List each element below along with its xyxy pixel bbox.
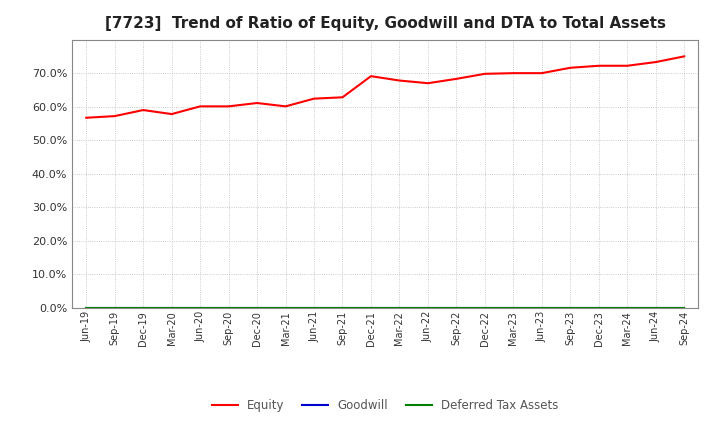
Goodwill: [623, 305, 631, 311]
Goodwill: [680, 305, 688, 311]
Deferred Tax Assets: [310, 305, 318, 311]
Equity: [196, 104, 204, 109]
Goodwill: [167, 305, 176, 311]
Deferred Tax Assets: [338, 305, 347, 311]
Equity: [82, 115, 91, 121]
Equity: [509, 70, 518, 76]
Goodwill: [282, 305, 290, 311]
Equity: [537, 70, 546, 76]
Equity: [310, 96, 318, 101]
Equity: [225, 104, 233, 109]
Equity: [452, 76, 461, 81]
Deferred Tax Assets: [509, 305, 518, 311]
Equity: [395, 78, 404, 83]
Goodwill: [82, 305, 91, 311]
Goodwill: [395, 305, 404, 311]
Equity: [110, 114, 119, 119]
Equity: [338, 95, 347, 100]
Deferred Tax Assets: [623, 305, 631, 311]
Deferred Tax Assets: [452, 305, 461, 311]
Deferred Tax Assets: [680, 305, 688, 311]
Equity: [623, 63, 631, 68]
Deferred Tax Assets: [423, 305, 432, 311]
Deferred Tax Assets: [82, 305, 91, 311]
Deferred Tax Assets: [480, 305, 489, 311]
Equity: [652, 59, 660, 65]
Goodwill: [652, 305, 660, 311]
Equity: [139, 107, 148, 113]
Goodwill: [509, 305, 518, 311]
Deferred Tax Assets: [282, 305, 290, 311]
Equity: [366, 73, 375, 79]
Equity: [253, 100, 261, 106]
Equity: [480, 71, 489, 77]
Line: Equity: Equity: [86, 56, 684, 118]
Goodwill: [452, 305, 461, 311]
Deferred Tax Assets: [139, 305, 148, 311]
Deferred Tax Assets: [395, 305, 404, 311]
Deferred Tax Assets: [110, 305, 119, 311]
Goodwill: [537, 305, 546, 311]
Deferred Tax Assets: [253, 305, 261, 311]
Equity: [566, 65, 575, 70]
Goodwill: [253, 305, 261, 311]
Deferred Tax Assets: [167, 305, 176, 311]
Goodwill: [139, 305, 148, 311]
Deferred Tax Assets: [225, 305, 233, 311]
Deferred Tax Assets: [196, 305, 204, 311]
Goodwill: [225, 305, 233, 311]
Equity: [595, 63, 603, 68]
Equity: [680, 54, 688, 59]
Goodwill: [196, 305, 204, 311]
Equity: [167, 111, 176, 117]
Goodwill: [338, 305, 347, 311]
Goodwill: [480, 305, 489, 311]
Goodwill: [110, 305, 119, 311]
Title: [7723]  Trend of Ratio of Equity, Goodwill and DTA to Total Assets: [7723] Trend of Ratio of Equity, Goodwil…: [104, 16, 666, 32]
Deferred Tax Assets: [537, 305, 546, 311]
Goodwill: [366, 305, 375, 311]
Equity: [282, 104, 290, 109]
Goodwill: [310, 305, 318, 311]
Goodwill: [423, 305, 432, 311]
Deferred Tax Assets: [652, 305, 660, 311]
Goodwill: [566, 305, 575, 311]
Deferred Tax Assets: [566, 305, 575, 311]
Deferred Tax Assets: [595, 305, 603, 311]
Deferred Tax Assets: [366, 305, 375, 311]
Legend: Equity, Goodwill, Deferred Tax Assets: Equity, Goodwill, Deferred Tax Assets: [207, 394, 564, 417]
Goodwill: [595, 305, 603, 311]
Equity: [423, 81, 432, 86]
